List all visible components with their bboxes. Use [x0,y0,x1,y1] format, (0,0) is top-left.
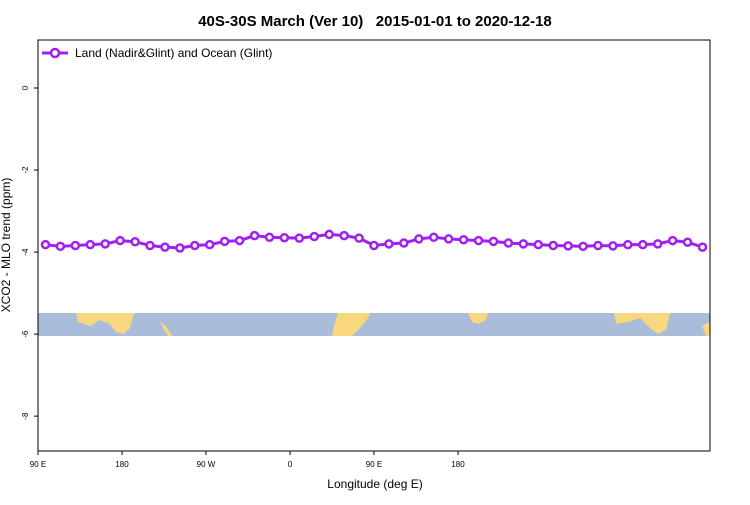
point [503,238,514,248]
point [70,240,81,251]
point [279,232,290,243]
point [55,241,66,252]
x-axis-label: Longitude (deg E) [327,477,422,491]
point [638,239,648,250]
point [204,239,215,250]
point [160,242,170,252]
y-tick-label: 0 [21,85,30,90]
x-tick-label: 90 W [197,460,216,469]
point [294,233,305,243]
point [354,233,364,243]
point [40,239,51,250]
point [414,234,424,244]
point [458,235,469,245]
point [190,240,200,251]
point [324,229,334,240]
point [145,240,155,251]
point [249,230,260,241]
y-axis-label: XCO2 - MLO trend (ppm) [0,178,13,313]
point [234,235,245,246]
point [518,239,529,249]
point [488,236,499,247]
map-band [38,313,710,336]
land [160,322,172,336]
point [443,234,454,244]
point [623,239,633,250]
point [219,236,230,247]
chart-title: 40S-30S March (Ver 10) 2015-01-01 to 202… [198,13,552,30]
land [76,313,134,334]
point [667,235,678,246]
point [697,242,708,252]
x-tick-label: 90 E [366,460,382,469]
point [548,240,558,251]
land [702,322,710,336]
point [563,241,573,251]
x-tick-label: 180 [451,460,465,469]
point [593,240,603,251]
point [130,237,140,247]
y-tick-label: -6 [21,330,30,338]
point [608,241,618,251]
x-tick-label: 0 [288,460,293,469]
land [614,313,670,334]
x-tick-label: 180 [115,460,129,469]
point [473,235,484,246]
point [369,240,379,251]
land [468,313,488,324]
point [578,241,588,252]
legend-marker [49,47,61,59]
y-tick-label: -4 [21,248,30,256]
y-tick-label: -8 [21,412,30,420]
point [652,239,663,249]
point [384,239,394,249]
land [332,313,370,336]
point [428,232,439,243]
point [339,230,349,241]
point [533,239,544,250]
point [115,235,125,246]
x-tick-label: 90 E [30,460,46,469]
point [309,231,320,242]
point [100,239,110,249]
point [682,237,693,247]
point [85,239,96,250]
ocean [38,313,710,336]
point [264,232,275,243]
y-tick-label: -2 [21,166,30,174]
legend-label: Land (Nadir&Glint) and Ocean (Glint) [75,46,272,60]
point [175,243,185,253]
point [399,238,409,248]
